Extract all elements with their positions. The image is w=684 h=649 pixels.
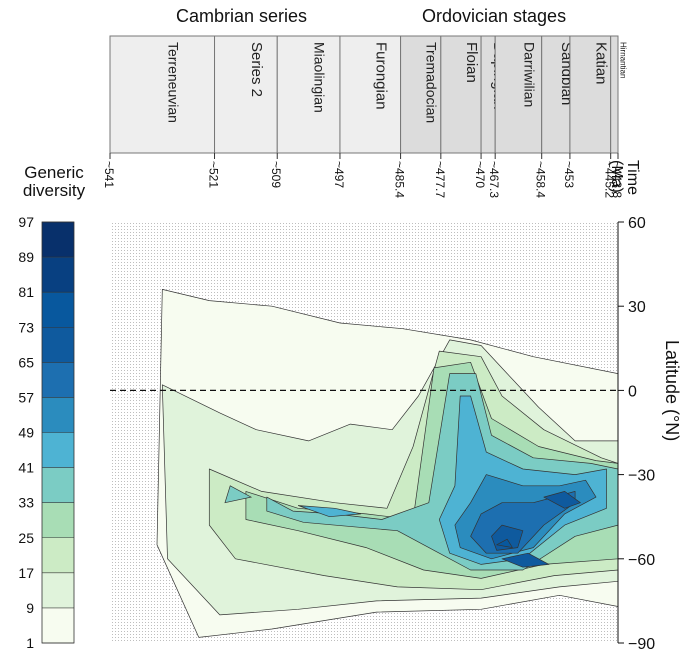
lat-tick-label-0: 60 [628, 215, 646, 232]
legend-swatch-1 [42, 572, 74, 608]
contour-band-9 [543, 491, 581, 509]
time-axis-title: Time (Ma) [608, 160, 641, 195]
contour-band-5 [438, 395, 607, 565]
contour-band-2 [208, 350, 618, 591]
interval-label-1: Series 2 [248, 42, 265, 97]
interval-box-10 [610, 35, 619, 154]
contour-hotspot-series2 [224, 485, 253, 504]
lat-tick-label-1: 30 [628, 299, 646, 316]
interval-box-3 [339, 35, 402, 154]
legend-tick-label-11: 89 [18, 249, 34, 265]
latitude-axis-title: Latitude (°N) [662, 340, 682, 442]
ordovician-stages-header: Ordovician stages [422, 6, 567, 26]
interval-box-8 [541, 35, 571, 154]
time-tick-label-4: ~485.4 [393, 161, 407, 198]
lat-tick-label-2: 0 [628, 383, 637, 400]
legend-swatch-11 [42, 222, 74, 258]
contour-band-4 [266, 373, 618, 571]
time-tick-label-8: ~458.4 [534, 161, 548, 198]
interval-box-5 [440, 35, 482, 154]
time-tick-label-10: ~445.2 [603, 161, 617, 198]
interval-label-2: Miaolingian [312, 42, 328, 113]
lat-tick-label-3: −30 [628, 468, 655, 485]
interval-label-3: Furongian [372, 42, 389, 110]
interval-box-0 [109, 35, 216, 154]
legend-swatch-10 [42, 257, 74, 293]
contour-hotspot-cambrian [297, 505, 361, 518]
interval-label-4: Tremadocian [424, 42, 440, 123]
interval-box-4 [400, 35, 442, 154]
legend-swatch-0 [42, 607, 74, 643]
legend-tick-label-1: 9 [26, 600, 34, 616]
interval-box-1 [214, 35, 278, 154]
contour-band-3 [245, 361, 618, 579]
time-tick-label-0: ~541 [102, 161, 116, 188]
legend-tick-label-5: 41 [18, 460, 34, 476]
legend-tick-label-9: 73 [18, 319, 34, 335]
legend-border [41, 221, 75, 644]
contour-band-7 [470, 491, 576, 554]
legend-tick-label-10: 81 [18, 284, 34, 300]
time-tick-label-6: ~470 [473, 161, 487, 188]
time-tick-label-7: ~467.3 [487, 161, 501, 198]
interval-label-9: Katian [592, 42, 609, 85]
no-data-stipple [110, 222, 618, 643]
plot-area [110, 222, 618, 643]
legend-swatch-2 [42, 537, 74, 573]
time-tick-label-9: ~453 [562, 161, 576, 188]
legend-swatch-5 [42, 432, 74, 468]
legend-tick-label-2: 17 [18, 565, 34, 581]
legend-tick-label-12: 97 [18, 214, 34, 230]
time-tick-label-1: ~521 [207, 161, 221, 188]
legend-tick-label-6: 49 [18, 425, 34, 441]
legend-swatch-4 [42, 467, 74, 503]
time-axis-title-line1: Time [624, 160, 641, 195]
legend-swatch-8 [42, 327, 74, 363]
interval-box-2 [276, 35, 341, 154]
timescale-bar: Terreneuvian Series 2 Miaolingian Furongian… [102, 35, 627, 198]
time-tick-label-11: ~443.8 [610, 161, 624, 198]
legend-swatch-9 [42, 292, 74, 328]
contour-band-1 [161, 339, 618, 616]
legend-swatch-3 [42, 502, 74, 538]
legend-swatch-7 [42, 362, 74, 398]
legend-swatch-6 [42, 397, 74, 433]
legend-tick-label-0: 1 [26, 635, 34, 649]
cambrian-series-header: Cambrian series [176, 6, 308, 26]
legend-title-line2: diversity [22, 181, 86, 200]
interval-label-5: Floian [463, 42, 480, 83]
lat-tick-label-4: −60 [628, 552, 655, 569]
interval-box-9 [569, 35, 612, 154]
contour-band-6 [454, 474, 597, 560]
legend-tick-label-8: 65 [18, 354, 34, 370]
lat-tick-label-5: −90 [628, 636, 655, 649]
time-tick-label-5: ~477.7 [433, 161, 447, 198]
legend-tick-label-7: 57 [18, 389, 34, 405]
time-tick-label-2: ~509 [269, 161, 283, 188]
time-axis-title-line2: (Ma) [608, 160, 625, 193]
contour-band-10 [501, 552, 550, 568]
legend-tick-label-3: 25 [18, 530, 34, 546]
time-tick-label-3: ~497 [332, 161, 346, 188]
interval-label-0: Terreneuvian [165, 42, 181, 123]
legend-title-line1: Generic [24, 163, 84, 182]
contour-band-11 [496, 538, 513, 548]
contour-band-8 [491, 524, 524, 551]
legend-tick-label-4: 33 [18, 495, 34, 511]
interval-label-10: Hirnantian [618, 42, 627, 78]
contour-band-0 [156, 289, 618, 638]
legend-title: Generic diversity [4, 164, 104, 200]
interval-label-7: Darriwilian [521, 42, 537, 107]
